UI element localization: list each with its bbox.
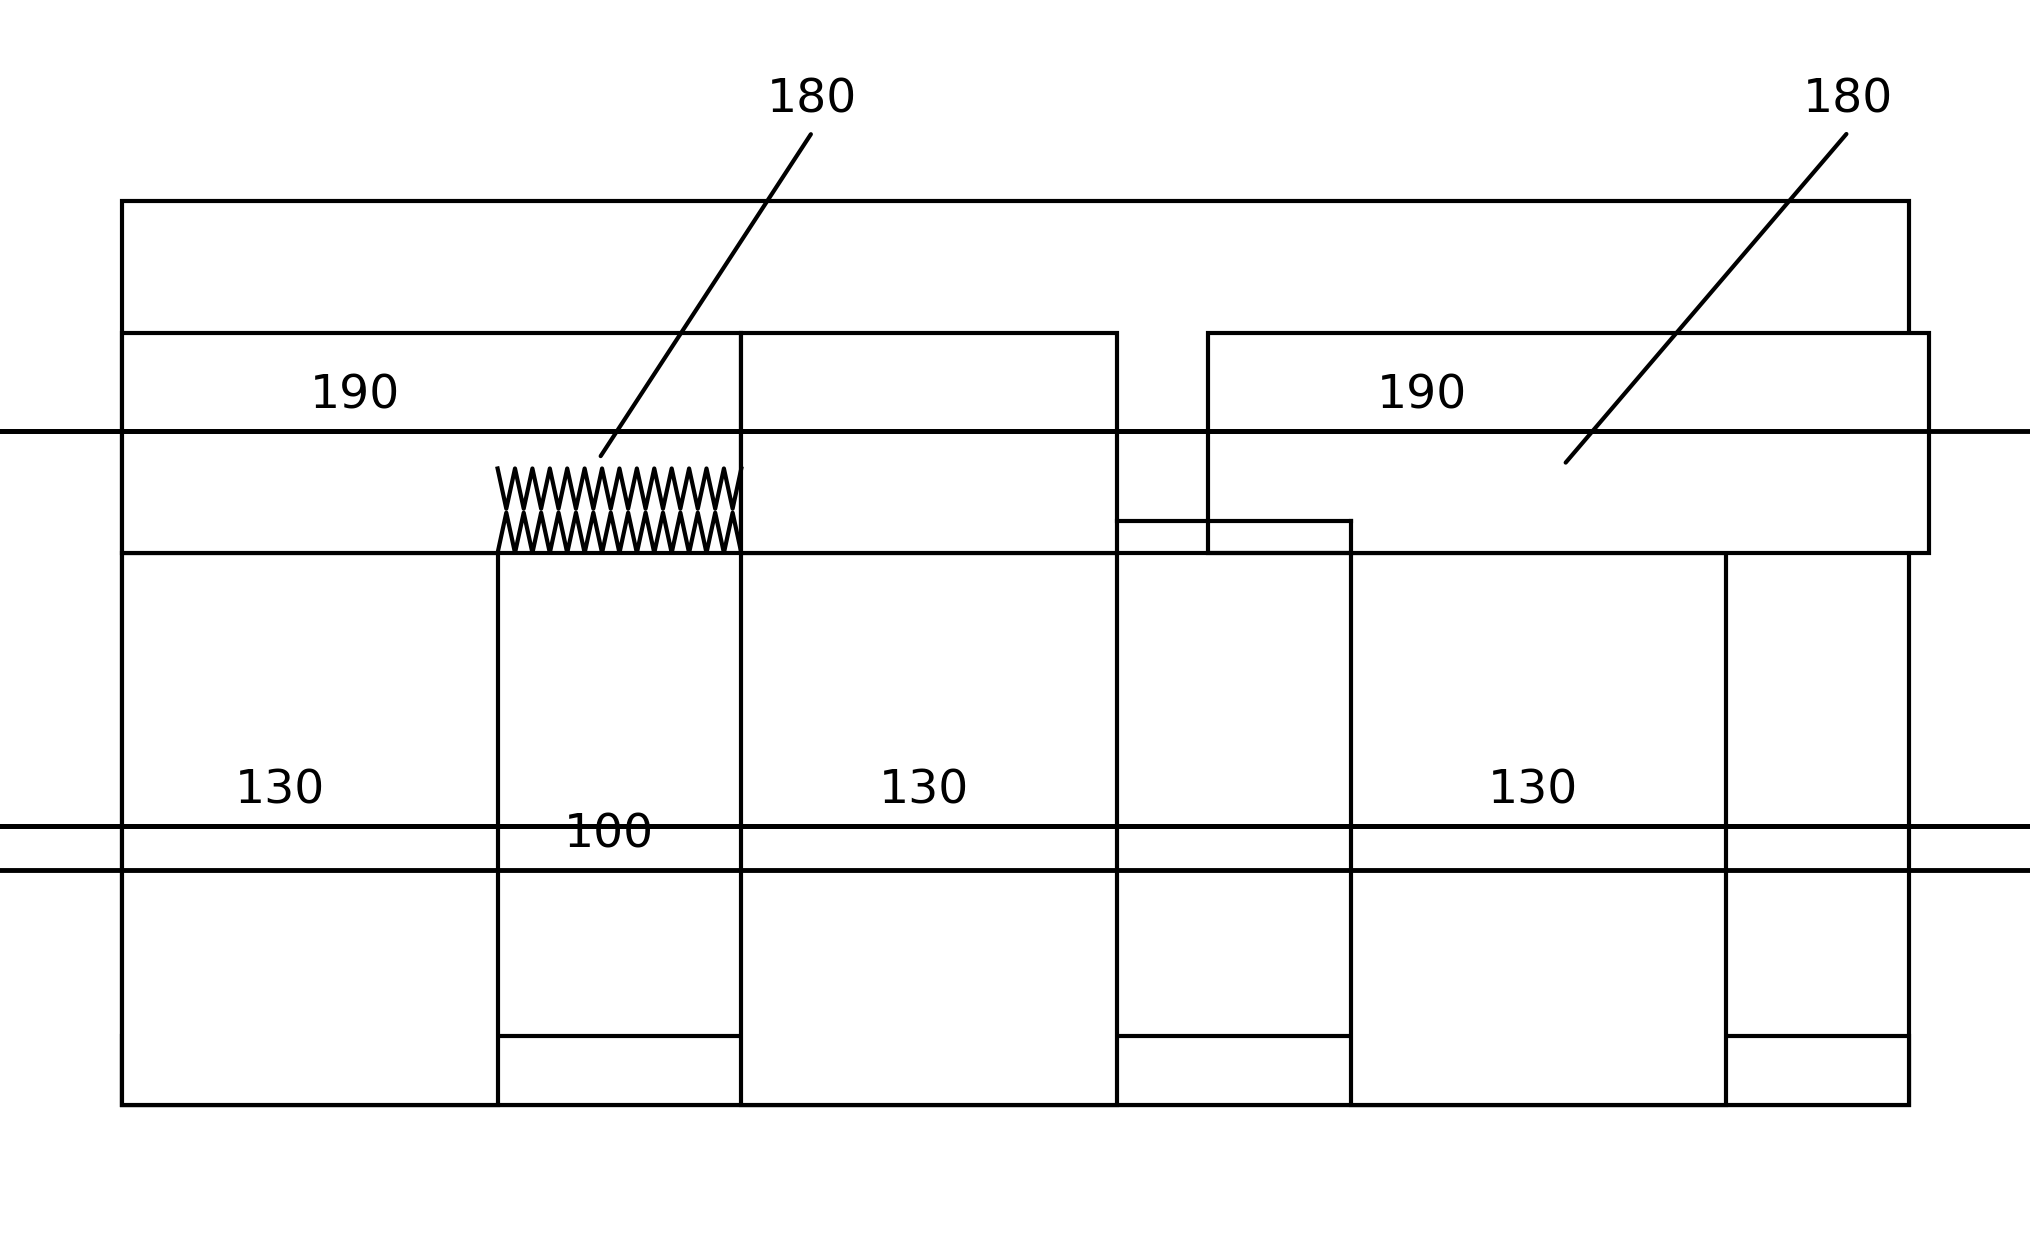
- Bar: [1208, 333, 1928, 553]
- Bar: [1350, 553, 1726, 1105]
- Bar: [741, 333, 1116, 553]
- Text: 190: 190: [1376, 373, 1466, 418]
- Bar: [122, 201, 1908, 1105]
- Text: 190: 190: [311, 373, 400, 418]
- Bar: [122, 1036, 1908, 1105]
- Text: 180: 180: [1803, 78, 1892, 123]
- Text: 180: 180: [767, 78, 857, 123]
- Bar: [741, 553, 1116, 1105]
- Text: 130: 130: [879, 769, 968, 814]
- Text: 100: 100: [564, 813, 654, 858]
- Text: 130: 130: [1488, 769, 1577, 814]
- Text: 130: 130: [235, 769, 325, 814]
- Bar: [122, 333, 741, 553]
- Bar: [122, 553, 497, 1105]
